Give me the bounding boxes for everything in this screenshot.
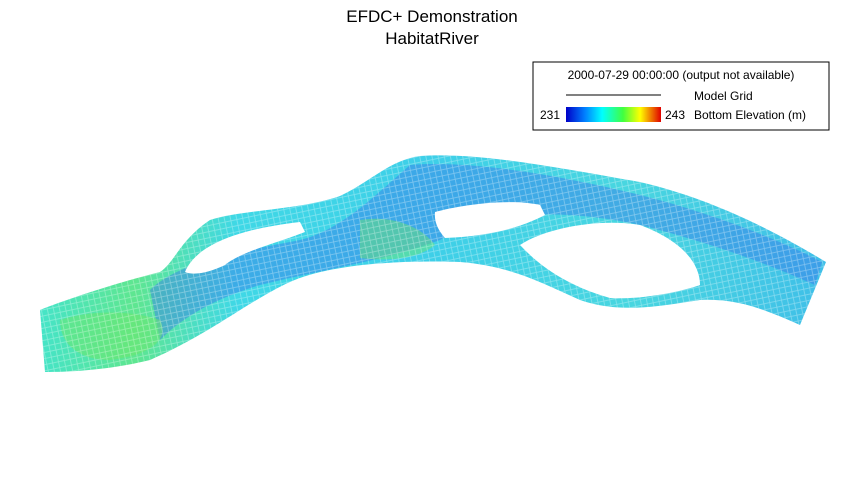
colorbar xyxy=(566,107,661,122)
subtitle: HabitatRiver xyxy=(385,29,479,48)
grid-label: Model Grid xyxy=(694,89,753,103)
island xyxy=(520,222,700,299)
colorbar-max: 243 xyxy=(665,108,685,122)
island xyxy=(185,222,305,274)
island xyxy=(434,202,545,238)
legend-timestamp: 2000-07-29 00:00:00 (output not availabl… xyxy=(568,68,795,82)
river-grid xyxy=(40,155,826,372)
colorbar-min: 231 xyxy=(540,108,560,122)
colorbar-label: Bottom Elevation (m) xyxy=(694,108,806,122)
legend: 2000-07-29 00:00:00 (output not availabl… xyxy=(532,61,830,131)
grid-cells xyxy=(40,155,826,372)
title: EFDC+ Demonstration xyxy=(346,7,517,26)
